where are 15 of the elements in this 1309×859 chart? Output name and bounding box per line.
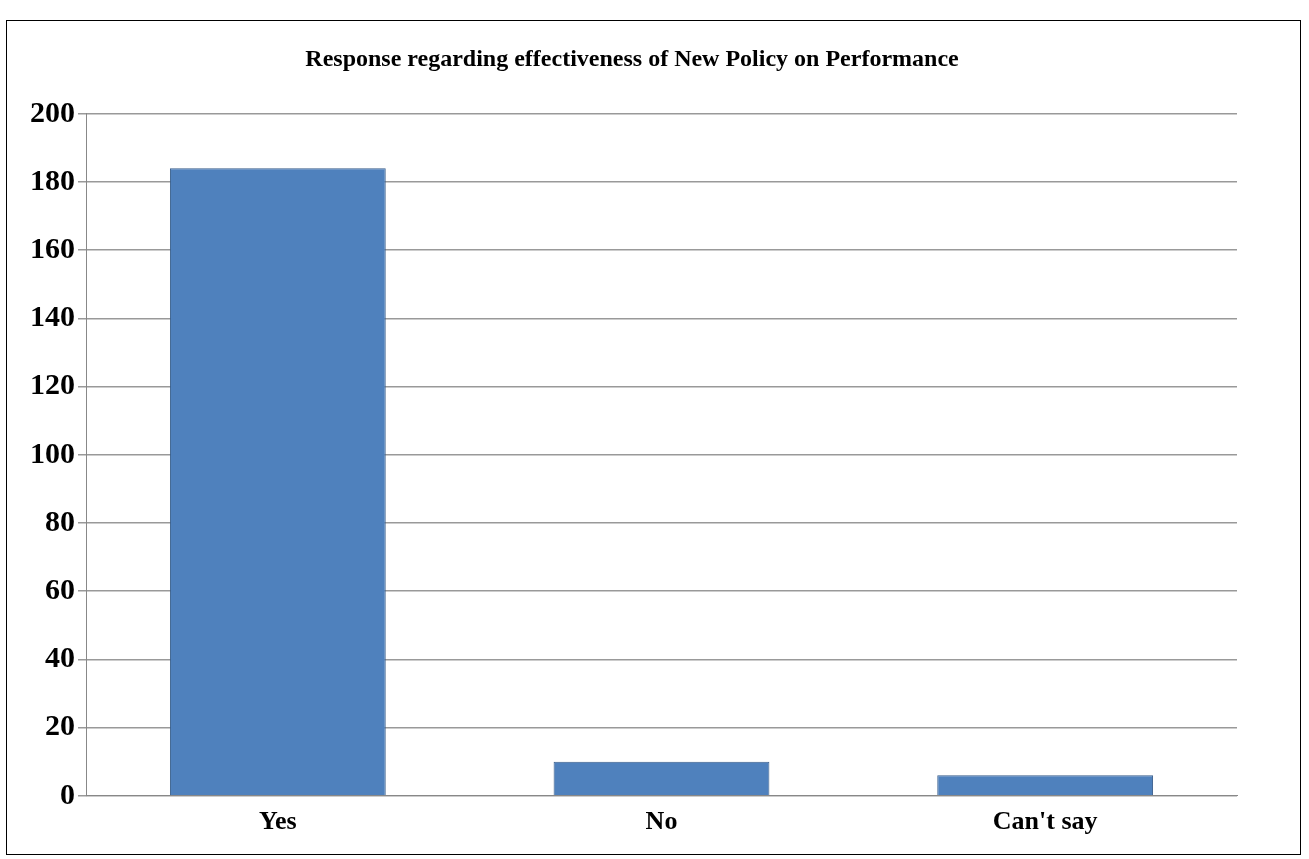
x-tick-label: Yes xyxy=(259,806,297,836)
y-tick-label: 0 xyxy=(60,776,75,810)
y-tick-label: 120 xyxy=(30,367,75,401)
y-tick-label: 180 xyxy=(30,162,75,196)
y-tick-label: 160 xyxy=(30,230,75,264)
y-tick-label: 80 xyxy=(45,503,75,537)
y-tick-label: 200 xyxy=(30,94,75,128)
y-tick-label: 60 xyxy=(45,571,75,605)
y-tick-label: 140 xyxy=(30,299,75,333)
x-tick-label: Can't say xyxy=(992,806,1098,836)
x-tick-label: No xyxy=(645,806,678,836)
chart-title: Response regarding effectiveness of New Policy on Performance xyxy=(305,44,960,71)
y-tick-label: 100 xyxy=(30,435,75,469)
y-tick-label: 40 xyxy=(45,640,75,674)
y-tick-label: 20 xyxy=(45,708,75,742)
